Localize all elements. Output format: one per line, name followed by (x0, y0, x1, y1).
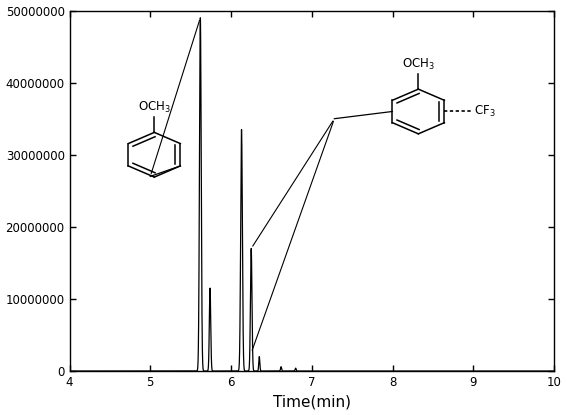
X-axis label: Time(min): Time(min) (273, 394, 351, 410)
Text: CF$_3$: CF$_3$ (474, 104, 496, 119)
Text: OCH$_3$: OCH$_3$ (402, 57, 435, 72)
Text: OCH$_3$: OCH$_3$ (138, 100, 171, 115)
